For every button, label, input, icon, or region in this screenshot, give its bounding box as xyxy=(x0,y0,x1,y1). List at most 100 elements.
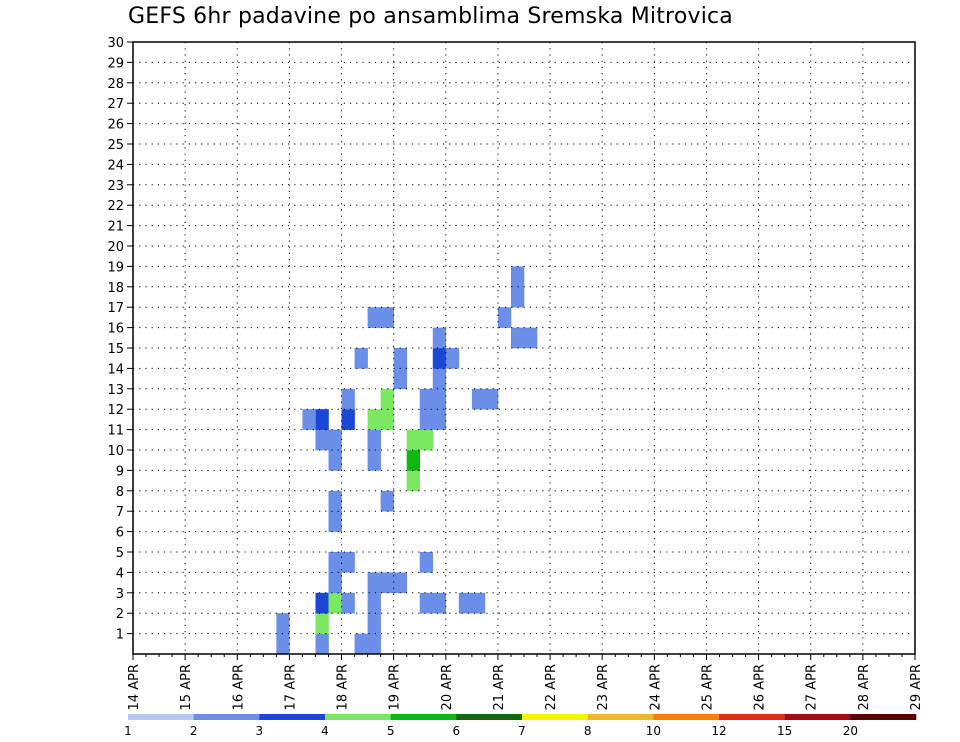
x-tick-label: 27 APR xyxy=(805,664,820,710)
heatmap-cell xyxy=(458,592,473,614)
colorbar-label: 5 xyxy=(387,724,395,738)
y-tick-label: 14 xyxy=(107,362,124,377)
heatmap-cell xyxy=(393,368,407,390)
x-tick-label: 22 APR xyxy=(544,664,559,710)
y-tick-label: 3 xyxy=(116,587,124,602)
heatmap-cell xyxy=(380,572,394,594)
chart-title: GEFS 6hr padavine po ansamblima Sremska … xyxy=(128,4,733,29)
heatmap-cell xyxy=(367,307,381,328)
heatmap-cell xyxy=(510,327,525,349)
y-tick-label: 12 xyxy=(107,403,124,418)
y-tick-label: 16 xyxy=(107,322,124,337)
x-tick-label: 28 APR xyxy=(857,664,872,710)
y-axis: 1234567891011121314151617181920212223242… xyxy=(107,36,133,643)
colorbar-label: 20 xyxy=(843,724,858,738)
colorbar-swatch xyxy=(128,714,194,720)
heatmap-cell xyxy=(432,348,447,369)
heatmap-cell xyxy=(380,490,394,512)
heatmap-cell xyxy=(510,266,525,288)
colorbar-swatch xyxy=(784,714,851,720)
y-tick-label: 1 xyxy=(116,628,124,643)
cells-layer xyxy=(276,266,538,655)
y-tick-label: 4 xyxy=(116,566,124,581)
x-tick-label: 15 APR xyxy=(179,664,194,710)
colorbar-swatch xyxy=(456,714,523,720)
heatmap-cell xyxy=(471,388,486,410)
x-tick-label: 17 APR xyxy=(283,664,298,710)
heatmap-cell xyxy=(380,388,394,410)
heatmap-cell xyxy=(328,592,342,614)
y-tick-label: 2 xyxy=(116,607,124,622)
y-tick-label: 9 xyxy=(116,464,124,479)
colorbar-label: 15 xyxy=(777,724,792,738)
heatmap-cell xyxy=(432,327,447,349)
colorbar-label: 8 xyxy=(584,724,592,738)
heatmap-cell xyxy=(315,613,329,634)
y-tick-label: 24 xyxy=(107,158,124,173)
y-tick-label: 7 xyxy=(116,505,124,520)
heatmap-cell xyxy=(367,633,381,655)
y-tick-label: 20 xyxy=(107,240,124,255)
y-tick-label: 15 xyxy=(107,342,124,357)
heatmap-cell xyxy=(315,429,329,451)
grid-layer xyxy=(133,42,915,654)
heatmap-cell xyxy=(367,429,381,451)
x-tick-label: 29 APR xyxy=(909,664,924,710)
colorbar-label: 2 xyxy=(190,724,198,738)
colorbar: 1 2 3 4 5 6 7 8 10 12 15 20 xyxy=(124,714,917,738)
colorbar-swatch xyxy=(325,714,391,720)
x-tick-label: 21 APR xyxy=(492,664,507,710)
y-tick-label: 6 xyxy=(116,526,124,541)
heatmap-cell xyxy=(445,348,460,369)
y-tick-label: 21 xyxy=(107,220,124,235)
y-tick-label: 18 xyxy=(107,281,124,296)
heatmap-cell xyxy=(419,552,434,573)
colorbar-swatch xyxy=(653,714,720,720)
y-tick-label: 26 xyxy=(107,118,124,133)
y-tick-label: 28 xyxy=(107,77,124,92)
colorbar-swatch xyxy=(850,714,917,720)
x-tick-label: 14 APR xyxy=(127,664,142,710)
heatmap-cell xyxy=(276,633,290,655)
x-tick-label: 25 APR xyxy=(700,664,715,710)
x-tick-label: 26 APR xyxy=(753,664,768,710)
y-tick-label: 11 xyxy=(107,424,124,439)
heatmap-cell xyxy=(419,388,434,410)
heatmap-cell xyxy=(380,409,394,430)
y-tick-label: 5 xyxy=(116,546,124,561)
heatmap-cell xyxy=(419,592,434,614)
x-tick-label: 24 APR xyxy=(648,664,663,710)
heatmap-cell xyxy=(432,409,447,430)
heatmap-cell xyxy=(406,470,421,492)
heatmap-cell xyxy=(393,572,407,594)
x-axis: 14 APR 15 APR 16 APR 17 APR 18 APR 19 APR 20 A… xyxy=(127,654,924,710)
colorbar-swatch xyxy=(587,714,654,720)
heatmap-cell xyxy=(484,388,499,410)
colorbar-swatch xyxy=(522,714,588,720)
y-tick-label: 30 xyxy=(107,36,124,51)
y-tick-label: 19 xyxy=(107,260,124,275)
heatmap-cell xyxy=(419,429,434,451)
colorbar-label: 4 xyxy=(321,724,329,738)
heatmap-cell xyxy=(315,409,329,430)
heatmap-cell xyxy=(315,592,329,614)
heatmap-cell xyxy=(406,450,421,471)
heatmap-cell xyxy=(276,613,290,634)
heatmap-cell xyxy=(393,348,407,369)
colorbar-label: 1 xyxy=(124,724,132,738)
heatmap-cell xyxy=(302,409,316,430)
y-tick-label: 27 xyxy=(107,97,124,112)
heatmap-cell xyxy=(328,490,342,512)
heatmap-cell xyxy=(328,429,342,451)
heatmap-cell xyxy=(367,572,381,594)
colorbar-label: 12 xyxy=(711,724,726,738)
heatmap-cell xyxy=(367,592,381,614)
y-tick-label: 10 xyxy=(107,444,124,459)
x-tick-label: 20 APR xyxy=(440,664,455,710)
heatmap-cell xyxy=(328,572,342,594)
heatmap-cell xyxy=(406,429,421,451)
heatmap-cell xyxy=(354,633,368,655)
x-tick-label: 18 APR xyxy=(336,664,351,710)
heatmap-cell xyxy=(432,368,447,390)
